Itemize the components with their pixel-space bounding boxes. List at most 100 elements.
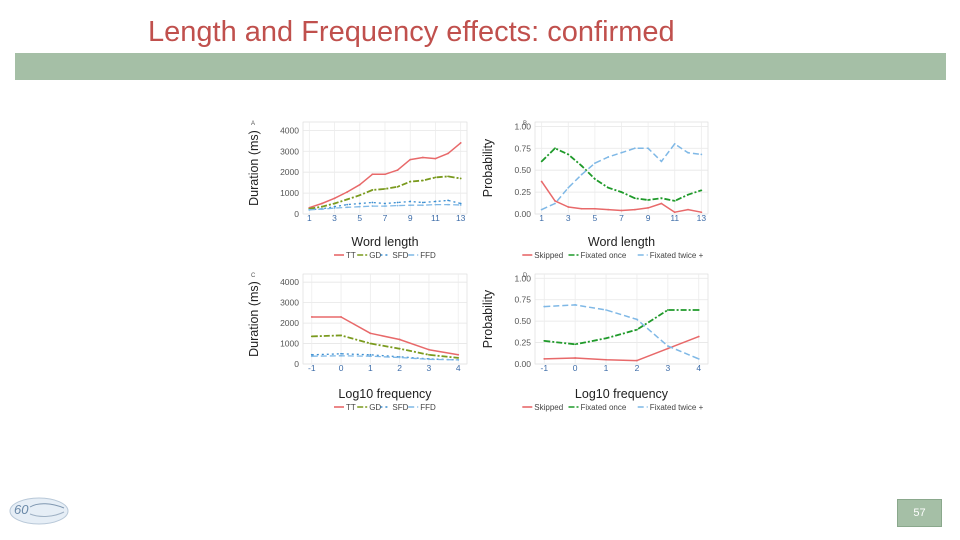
panel-a-legend-label-tt: TT [346,251,356,260]
panel-a-point-ffd [333,207,336,210]
panel-b-x-tick-label: 9 [646,213,651,223]
panel-b-point-fixated-twice [660,160,663,163]
panel-c-x-tick-label: 4 [456,363,461,373]
panel-c-point-gd [428,353,430,356]
panel-a-point-tt [321,202,323,205]
panel-c-legend-label-sfd: SFD [392,403,408,412]
panel-c-point-tt [428,348,430,351]
panel-a-legend-label-ffd: FFD [420,251,436,260]
panel-d-point-fixated-once [605,337,607,340]
panel-b-point-fixated-twice [633,147,636,150]
panel-b-point-skipped [607,208,610,211]
panel-a-y-tick-label: 1000 [280,188,299,198]
panel-a-point-tt [421,156,424,159]
panel-c-plot-area [302,273,468,365]
panel-a-x-tick-label: 13 [456,213,466,223]
panel-a-point-tt [447,152,449,155]
panel-a-point-ffd [459,204,462,206]
figure: A 0 1000 2000 3000 4000 1 3 5 7 9 11 13 Word length Du… [240,112,720,422]
panel-c-point-ffd [428,358,430,361]
panel-b-y-axis-label: Probability [481,138,495,197]
panel-a-point-gd [447,175,449,178]
panel-b-point-skipped [660,202,663,205]
panel-a-point-tt [333,197,336,200]
panel-a-point-gd [434,176,437,179]
panel-d-point-skipped [697,335,700,338]
panel-c-x-axis-label: Log10 frequency [338,387,432,401]
panel-d-legend-label-fixated-twice: Fixated twice + [650,403,704,412]
panel-a-y-tick-label: 0 [294,209,299,219]
panel-d-x-tick-label: 3 [665,363,670,373]
panel-c-series-ffd [311,355,459,361]
panel-a-point-tt [459,142,462,144]
panel-a-point-ffd [371,205,374,207]
panel-a-point-sfd [396,201,399,204]
page-number: 57 [897,499,942,527]
panel-b-point-skipped [580,207,583,210]
panel-c-series-tt [311,316,459,356]
panel-b-point-fixated-once [660,197,663,200]
panel-c-point-gd [310,335,313,338]
panel-c-point-gd [340,334,342,337]
panel-a-point-ffd [358,205,361,208]
panel-b-point-fixated-once [647,199,650,201]
panel-c-y-tick-label: 0 [294,359,299,369]
panel-a-y-tick-label: 4000 [280,125,299,135]
panel-b-point-fixated-twice [540,208,543,211]
panel-b-y-tick-label: 1.00 [514,121,531,131]
panel-b-y-tick-label: 0.50 [514,165,531,175]
panel-c-legend: TT GD SFD FFD [334,403,436,412]
panel-b-point-fixated-once [607,186,610,189]
panel-b-point-skipped [673,211,676,214]
logo: 60 [8,494,70,528]
panel-b-legend-label-fixated-once: Fixated once [581,251,627,260]
panel-b-point-fixated-once [567,153,570,156]
panel-d-x-tick-label: 1 [604,363,609,373]
panel-b-y-tick-label: 0.25 [514,187,531,197]
panel-c-letter: C [251,273,256,279]
panel-c: C 0 1000 2000 3000 4000 -1 0 1 2 3 4 Log10 frequency… [247,273,468,412]
panel-c-point-sfd [310,353,313,356]
panel-b-legend-label-skipped: Skipped [534,251,563,260]
panel-a-x-tick-label: 7 [383,213,388,223]
panel-a-letter: A [251,121,255,127]
panel-b-point-fixated-once [687,193,689,196]
panel-a-point-tt [384,173,386,176]
panel-d-y-tick-label: 0.75 [514,295,531,305]
panel-d-point-skipped [543,357,546,360]
panel-c-legend-label-ffd: FFD [420,403,436,412]
panel-d-point-fixated-twice [666,345,669,347]
panel-c-y-tick-label: 4000 [280,277,299,287]
panel-b-legend-label-fixated-twice: Fixated twice + [650,251,704,260]
panel-d-x-tick-label: 2 [635,363,640,373]
svg-text:60: 60 [14,502,29,517]
panel-a-point-sfd [371,201,374,204]
panel-a-point-ffd [421,204,424,207]
panel-d-letter: D [523,273,528,279]
panel-b-point-fixated-twice [593,162,596,165]
panel-b-point-fixated-once [554,147,556,150]
panel-d-x-axis-label: Log10 frequency [575,387,669,401]
panel-d-point-fixated-once [666,309,669,311]
panel-b-point-fixated-twice [620,151,623,154]
panel-a-point-gd [371,189,374,191]
panel-b-point-fixated-once [593,178,596,180]
panel-b-letter: B [523,121,527,127]
panel-c-point-gd [457,356,460,359]
panel-c-point-ffd [457,359,460,361]
panel-c-x-tick-label: 0 [339,363,344,373]
panel-c-point-ffd [310,355,313,358]
panel-b-x-tick-label: 3 [566,213,571,223]
panel-c-point-tt [398,338,401,341]
panel-d-y-axis-label: Probability [481,289,495,348]
panel-a-point-tt [358,183,361,186]
panel-b-point-fixated-twice [700,153,703,156]
panel-d-x-tick-label: 4 [696,363,701,373]
panel-a-point-ffd [308,208,311,211]
panel-b-point-skipped [567,206,570,208]
panel-b-legend: Skipped Fixated once Fixated twice + [522,251,704,260]
panel-c-x-tick-label: 2 [397,363,402,373]
